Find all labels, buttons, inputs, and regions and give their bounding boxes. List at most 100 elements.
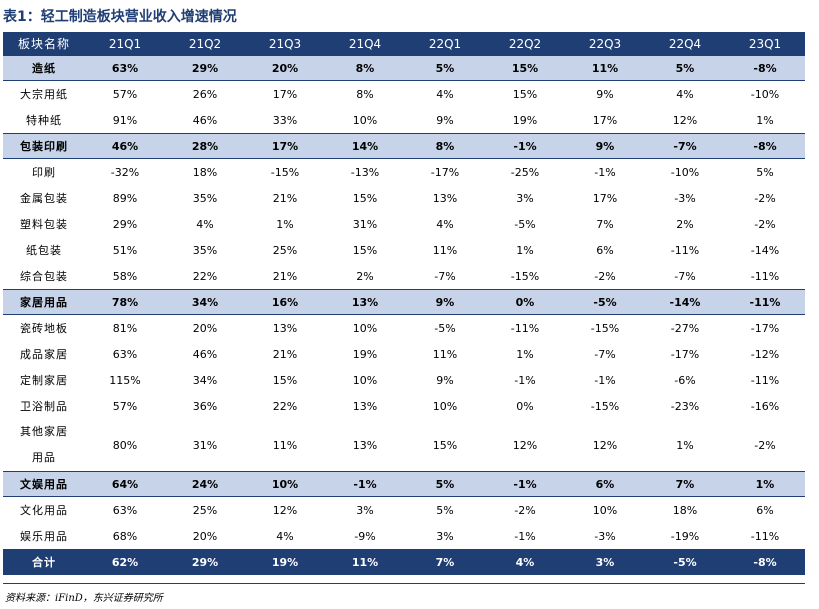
growth-value-cell: -2% [754,217,776,231]
growth-value-cell: 35% [192,243,218,257]
growth-value-cell: 6% [756,503,774,517]
growth-value-cell: 34% [165,289,245,315]
growth-value-cell: 21% [272,191,298,205]
row-label-text: 卫浴制品 [20,400,68,413]
growth-value-cell: -15% [270,165,300,179]
growth-value-cell: -7% [434,269,456,283]
header-period: 22Q1 [405,32,485,56]
growth-value-cell: 4% [485,549,565,575]
growth-value-cell: 10% [592,503,618,517]
category-row: 家居用品 78% 34% 16% 13% 9% 0% -5% -14% -11% [3,289,805,315]
growth-value-cell: -6% [674,373,696,387]
growth-value-cell: 9% [565,133,645,159]
growth-value-cell: -9% [354,529,376,543]
row-label-text-line2: 用品 [32,451,56,464]
row-label-text: 包装印刷 [20,140,68,153]
growth-value-cell: 58% [112,269,138,283]
growth-value-cell: 63% [112,503,138,517]
row-label: 定制家居 [3,367,85,393]
growth-value-cell: 31% [352,217,378,231]
growth-value-cell: -11% [725,289,805,315]
growth-value-cell: 3% [516,191,534,205]
growth-value-cell: -3% [674,191,696,205]
growth-value-cell: -5% [514,217,536,231]
growth-value-cell: 10% [432,399,458,413]
row-label-text: 塑料包装 [20,218,68,231]
growth-value-cell: 8% [325,55,405,81]
growth-value-cell: 10% [352,113,378,127]
row-label: 卫浴制品 [3,393,85,419]
growth-value-cell: 19% [512,113,538,127]
growth-value-cell: -27% [670,321,700,335]
table-row: 大宗用纸 57% 26% 17% 8% 4% 15% 9% 4% -10% [3,81,805,108]
growth-value-cell: -11% [750,529,780,543]
growth-value-cell: 17% [592,191,618,205]
growth-value-cell: 5% [756,165,774,179]
growth-value-cell: -2% [594,269,616,283]
growth-value-cell: 25% [192,503,218,517]
growth-value-cell: 89% [112,191,138,205]
growth-value-cell: -1% [514,529,536,543]
growth-value-cell: 29% [165,55,245,81]
growth-value-cell: 68% [112,529,138,543]
growth-value-cell: 9% [436,113,454,127]
growth-value-cell: 29% [165,549,245,575]
table-row: 特种纸 91% 46% 33% 10% 9% 19% 17% 12% 1% [3,107,805,134]
row-label: 包装印刷 [3,133,85,159]
growth-value-cell: 10% [352,373,378,387]
growth-value-cell: -10% [750,87,780,101]
growth-value-cell: 25% [272,243,298,257]
table-row: 娱乐用品 68% 20% 4% -9% 3% -1% -3% -19% -11% [3,523,805,549]
row-label: 瓷砖地板 [3,315,85,342]
growth-value-cell: 78% [85,289,165,315]
growth-value-cell: 7% [645,471,725,497]
growth-value-cell: 115% [109,373,141,387]
growth-value-cell: 1% [516,243,534,257]
growth-value-cell: -25% [510,165,540,179]
row-label: 合计 [3,549,85,575]
growth-value-cell: 17% [245,133,325,159]
growth-value-cell: 5% [405,471,485,497]
row-label-text: 合计 [32,556,56,569]
total-row: 合计 62% 29% 19% 11% 7% 4% 3% -5% -8% [3,549,805,575]
growth-value-cell: 63% [85,55,165,81]
growth-value-cell: -15% [590,321,620,335]
growth-value-cell: 7% [405,549,485,575]
growth-value-cell: -1% [594,165,616,179]
growth-value-cell: 12% [272,503,298,517]
growth-value-cell: 13% [352,438,378,452]
revenue-growth-table: 板块名称 21Q1 21Q2 21Q3 21Q4 22Q1 22Q2 22Q3 22Q4 23Q1… [3,32,805,575]
growth-value-cell: 12% [672,113,698,127]
growth-value-cell: 4% [276,529,294,543]
growth-value-cell: -10% [670,165,700,179]
growth-value-cell: 11% [325,549,405,575]
growth-value-cell: 21% [272,347,298,361]
growth-value-cell: 4% [436,217,454,231]
growth-value-cell: -12% [750,347,780,361]
row-label: 金属包装 [3,185,85,211]
growth-value-cell: 63% [112,347,138,361]
table-row: 文化用品 63% 25% 12% 3% 5% -2% 10% 18% 6% [3,497,805,524]
growth-value-cell: 2% [676,217,694,231]
row-label-text: 娱乐用品 [20,530,68,543]
growth-value-cell: 7% [596,217,614,231]
growth-value-cell: -32% [110,165,140,179]
row-label-text: 纸包装 [26,244,62,257]
growth-value-cell: 1% [725,471,805,497]
growth-value-cell: 17% [272,87,298,101]
growth-value-cell: 15% [352,191,378,205]
growth-value-cell: 46% [85,133,165,159]
growth-value-cell: 14% [325,133,405,159]
row-label: 纸包装 [3,237,85,263]
growth-value-cell: -1% [514,373,536,387]
growth-value-cell: 46% [192,347,218,361]
growth-value-cell: 11% [272,438,298,452]
growth-value-cell: 20% [245,55,325,81]
growth-value-cell: -5% [645,549,725,575]
growth-value-cell: 15% [485,55,565,81]
growth-value-cell: 18% [672,503,698,517]
growth-value-cell: -11% [510,321,540,335]
row-label: 文娱用品 [3,471,85,497]
header-period: 21Q2 [165,32,245,56]
row-label-text: 大宗用纸 [20,88,68,101]
